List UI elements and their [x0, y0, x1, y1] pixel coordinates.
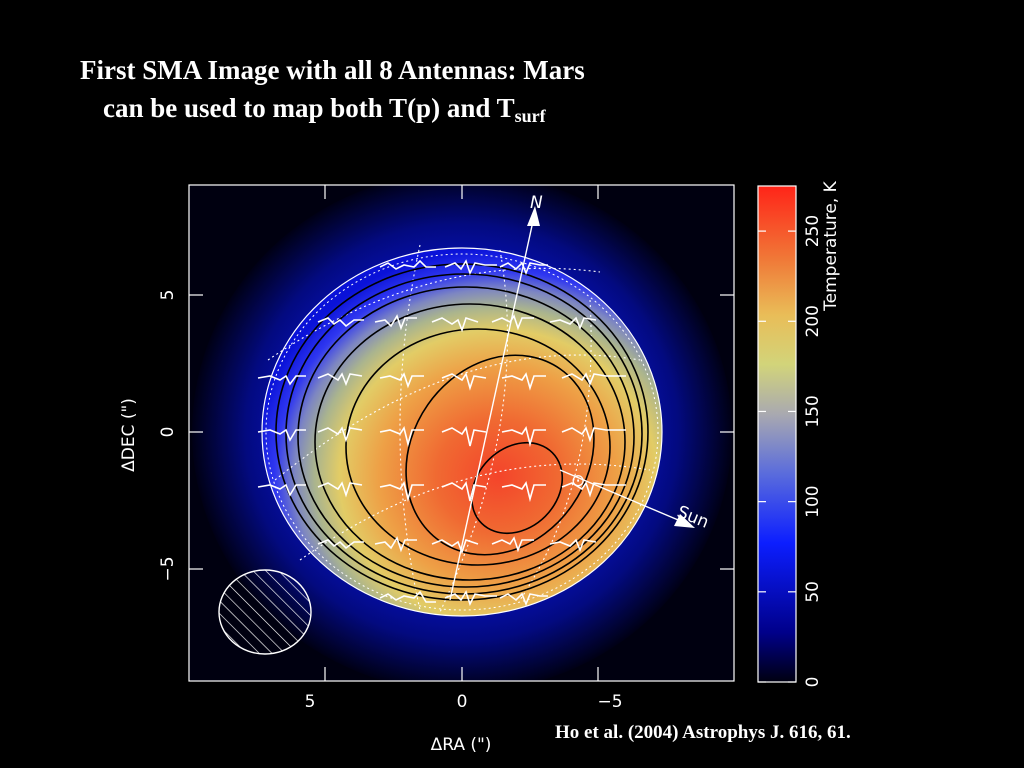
x-tick-label: −5: [597, 692, 622, 712]
spectra-grid: [257, 259, 626, 607]
sun-arrow: [559, 469, 695, 528]
x-axis-label: ΔRA ("): [431, 735, 492, 755]
map-frame-ticks: [189, 185, 734, 681]
x-tick-label: 0: [457, 692, 468, 712]
y-axis-label: ΔDEC ("): [119, 398, 139, 472]
colorbar-tick-label: 100: [803, 485, 823, 517]
citation: Ho et al. (2004) Astrophys J. 616, 61.: [555, 722, 851, 743]
x-tick-label: 5: [305, 692, 316, 712]
y-tick-label: 0: [158, 427, 178, 438]
colorbar: [757, 185, 797, 683]
colorbar-label: Temperature, K: [821, 180, 841, 311]
title-subscript: surf: [514, 106, 546, 126]
colorbar-tick-label: 150: [803, 395, 823, 427]
north-label: N: [530, 193, 543, 213]
map-image: N Sun ⊙: [192, 185, 732, 681]
colorbar-tick-label: 200: [803, 305, 823, 337]
subsolar-point-icon: ⊙: [571, 471, 585, 491]
beam-ellipse: [218, 569, 312, 655]
colorbar-tick-label: 50: [803, 581, 823, 603]
colorbar-tick-label: 0: [803, 677, 823, 688]
dotted-limb: [265, 253, 659, 611]
colorbar-tick-labels: 0 50 100 150 200 250: [803, 215, 823, 688]
title-line-2-text: can be used to map both T(p) and T: [103, 93, 515, 123]
y-tick-label: 5: [158, 290, 178, 301]
y-tick-label: −5: [158, 556, 178, 581]
north-arrow: [449, 206, 540, 601]
mars-disk: [262, 248, 662, 616]
colorbar-tick-label: 250: [803, 215, 823, 247]
colorbar-ticks: [758, 230, 796, 683]
title-line-2: can be used to map both T(p) and Tsurf: [103, 90, 546, 126]
title-line-1: First SMA Image with all 8 Antennas: Mar…: [80, 55, 585, 85]
